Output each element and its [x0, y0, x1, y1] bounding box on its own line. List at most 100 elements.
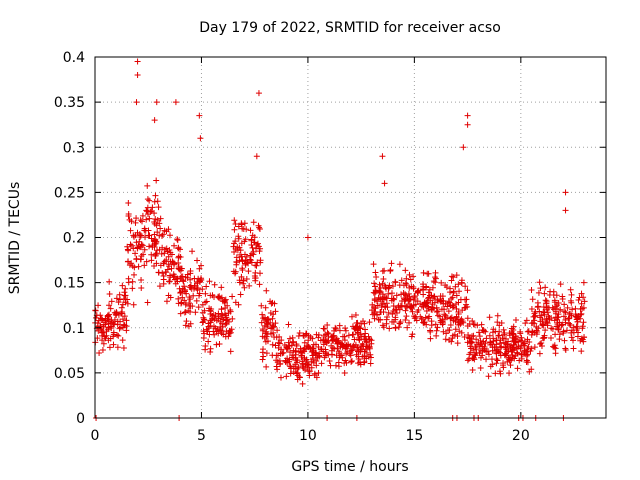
data-point — [128, 242, 135, 249]
data-point — [528, 345, 535, 352]
data-point — [580, 279, 587, 286]
data-point — [313, 358, 320, 365]
data-point — [151, 237, 158, 244]
data-point — [177, 289, 184, 296]
data-point — [232, 220, 239, 227]
data-point — [315, 370, 322, 377]
data-point — [334, 345, 341, 352]
data-point — [427, 297, 434, 304]
data-point — [445, 327, 452, 334]
data-point — [115, 299, 122, 306]
data-point — [116, 291, 123, 298]
data-point — [370, 261, 377, 268]
data-point — [517, 330, 524, 337]
data-point — [429, 284, 436, 291]
data-point — [174, 237, 181, 244]
data-point — [472, 352, 479, 359]
data-point — [425, 270, 432, 277]
data-point — [276, 333, 283, 340]
data-point — [188, 285, 195, 292]
data-point — [343, 342, 350, 349]
data-point — [135, 263, 142, 270]
data-point — [485, 351, 492, 358]
data-point — [259, 333, 266, 340]
data-point — [389, 311, 396, 318]
data-point — [380, 276, 387, 283]
data-point — [214, 325, 221, 332]
data-point — [261, 322, 268, 329]
data-point — [535, 289, 542, 296]
data-point — [568, 312, 575, 319]
data-point — [529, 319, 536, 326]
data-point — [283, 373, 290, 380]
data-point — [243, 253, 250, 260]
data-point — [462, 283, 469, 290]
data-point — [259, 311, 266, 318]
data-point — [236, 279, 243, 286]
data-point — [203, 283, 210, 290]
y-tick-label: 0.2 — [63, 231, 85, 247]
data-point — [276, 340, 283, 347]
data-point — [256, 281, 263, 288]
data-point — [569, 306, 576, 313]
data-point — [348, 358, 355, 365]
data-point — [139, 218, 146, 225]
data-point — [256, 248, 263, 255]
data-point — [442, 312, 449, 319]
data-point — [536, 279, 543, 286]
data-point — [156, 220, 163, 227]
data-point — [264, 338, 271, 345]
data-point — [359, 343, 366, 350]
data-point — [466, 335, 473, 342]
data-point — [191, 275, 198, 282]
data-point — [277, 374, 284, 381]
y-tick-label: 0.35 — [54, 95, 85, 111]
data-point — [272, 342, 279, 349]
data-point — [144, 182, 151, 189]
data-point — [273, 363, 280, 370]
data-point — [581, 298, 588, 305]
data-point — [286, 356, 293, 363]
data-point — [335, 348, 342, 355]
data-point — [506, 370, 513, 377]
data-point — [523, 349, 530, 356]
data-point — [295, 348, 302, 355]
data-point — [572, 305, 579, 312]
data-point — [460, 144, 467, 151]
data-point — [558, 322, 565, 329]
data-point — [470, 332, 477, 339]
data-point — [420, 319, 427, 326]
data-point — [357, 346, 364, 353]
data-point — [272, 320, 279, 327]
data-point — [355, 353, 362, 360]
data-point — [134, 58, 141, 65]
data-point — [167, 249, 174, 256]
data-point — [454, 340, 461, 347]
data-point — [119, 301, 126, 308]
data-point — [200, 334, 207, 341]
data-point — [438, 306, 445, 313]
data-point — [371, 310, 378, 317]
data-point — [213, 341, 220, 348]
data-point — [376, 281, 383, 288]
data-point — [435, 312, 442, 319]
data-point — [239, 267, 246, 274]
data-point — [460, 319, 467, 326]
data-point — [302, 361, 309, 368]
data-point — [286, 363, 293, 370]
data-point — [449, 335, 456, 342]
data-point — [540, 304, 547, 311]
data-point — [154, 229, 161, 236]
data-point — [272, 308, 279, 315]
x-tick-label: 15 — [405, 428, 423, 444]
axis-ticks: 0 5 10 15 20 0 0.05 0.1 0.15 0.2 0.25 0.3 0.35 0.4 — [54, 50, 606, 444]
data-point — [408, 305, 415, 312]
data-point — [143, 207, 150, 214]
data-point — [201, 307, 208, 314]
data-point — [407, 304, 414, 311]
data-point — [132, 250, 139, 257]
data-point — [279, 350, 286, 357]
data-point — [174, 236, 181, 243]
data-point — [439, 293, 446, 300]
